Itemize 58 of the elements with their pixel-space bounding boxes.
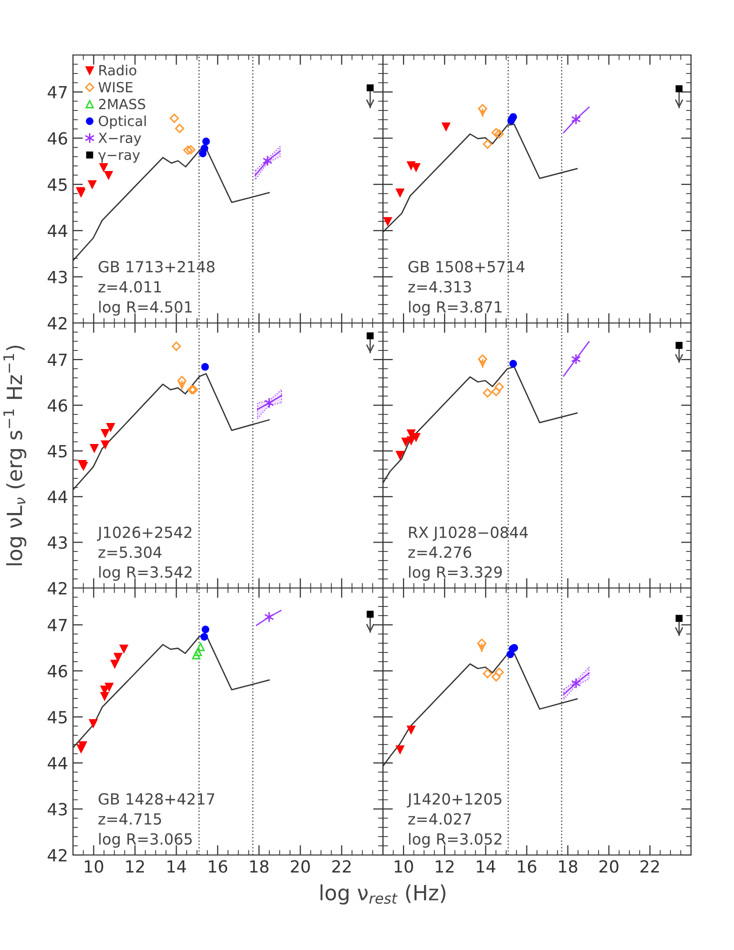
annotation: GB 1508+5714 bbox=[408, 260, 525, 272]
x-tick-label: 16 bbox=[518, 860, 536, 873]
annotation: z=4.027 bbox=[408, 813, 471, 825]
annotation: log R=3.052 bbox=[409, 832, 502, 848]
annotation: J1026+2542 bbox=[97, 526, 192, 541]
y-tick-label: 42 bbox=[48, 582, 66, 594]
x-tick-label: 16 bbox=[208, 860, 228, 873]
x-tick-label: 22 bbox=[332, 860, 351, 873]
annotation: z=4.715 bbox=[98, 813, 162, 825]
x-tick-label: 22 bbox=[640, 860, 659, 873]
annotation: GB 1713+2148 bbox=[98, 260, 214, 272]
y-tick-label: 44 bbox=[48, 757, 68, 770]
x-tick-label: 20 bbox=[599, 860, 618, 873]
annotation: log R=3.065 bbox=[99, 832, 192, 848]
y-tick-label: 46 bbox=[48, 399, 68, 412]
annotation: z=5.304 bbox=[98, 546, 162, 558]
annotation: J1420+1205 bbox=[406, 793, 502, 808]
annotation: log R=4.501 bbox=[99, 300, 192, 316]
y-axis-title: log νL$_{ν}$ (erg s$^{−1}$ Hz$^{−1}$) bbox=[3, 346, 26, 566]
annotation: log R=3.542 bbox=[99, 566, 192, 581]
y-tick-label: 44 bbox=[48, 224, 68, 237]
annotation: z=4.011 bbox=[98, 281, 161, 293]
x-tick-label: 14 bbox=[168, 860, 186, 873]
y-tick-label: 45 bbox=[48, 445, 67, 458]
y-tick-label: 43 bbox=[48, 802, 67, 816]
legend-label: Optical bbox=[98, 115, 146, 129]
legend-label: γ−ray bbox=[98, 152, 140, 163]
legend-label: Radio bbox=[99, 64, 136, 76]
y-tick-label: 44 bbox=[48, 490, 68, 503]
x-tick-label: 12 bbox=[436, 860, 454, 873]
y-tick-label: 46 bbox=[48, 132, 68, 145]
annotation: RX J1028−0844 bbox=[409, 526, 528, 541]
annotation: log R=3.871 bbox=[409, 300, 502, 316]
x-tick-label: 10 bbox=[84, 860, 104, 873]
x-axis-title: log ν$_{rest}$ (Hz) bbox=[320, 884, 446, 905]
legend-label: X−ray bbox=[98, 132, 142, 146]
annotation: GB 1428+4217 bbox=[98, 793, 214, 805]
annotation: log R=3.329 bbox=[409, 566, 502, 581]
x-tick-label: 14 bbox=[476, 860, 496, 873]
y-tick-label: 43 bbox=[48, 536, 67, 549]
annotation: z=4.313 bbox=[408, 281, 471, 293]
x-tick-label: 18 bbox=[559, 860, 578, 873]
y-tick-label: 47 bbox=[48, 86, 67, 98]
y-tick-label: 43 bbox=[48, 270, 67, 284]
y-tick-label: 46 bbox=[48, 664, 68, 678]
legend-label: 2MASS bbox=[99, 98, 146, 110]
y-tick-label: 47 bbox=[48, 619, 67, 632]
x-tick-label: 10 bbox=[394, 860, 414, 873]
x-tick-label: 12 bbox=[126, 860, 144, 873]
annotation: z=4.276 bbox=[408, 546, 472, 558]
legend-label: WISE bbox=[98, 82, 133, 92]
x-tick-label: 20 bbox=[290, 860, 310, 873]
y-tick-label: 42 bbox=[48, 848, 66, 862]
y-tick-label: 47 bbox=[48, 354, 67, 366]
y-tick-label: 42 bbox=[48, 316, 66, 330]
y-tick-label: 45 bbox=[48, 711, 67, 724]
y-tick-label: 45 bbox=[48, 178, 67, 191]
x-tick-label: 18 bbox=[250, 860, 268, 873]
